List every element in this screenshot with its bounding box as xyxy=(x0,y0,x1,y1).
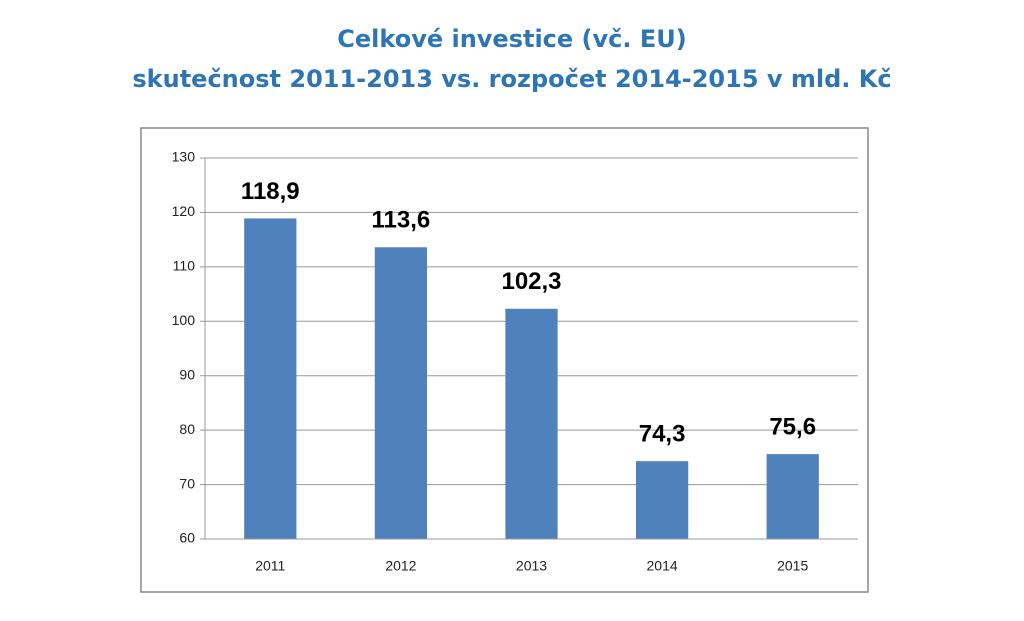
chart-title: Celkové investice (vč. EU) xyxy=(337,25,686,53)
y-tick-label: 120 xyxy=(172,203,196,219)
value-label: 102,3 xyxy=(501,268,561,295)
bar xyxy=(635,461,689,539)
value-label: 75,6 xyxy=(769,413,816,440)
x-tick-label: 2013 xyxy=(516,558,547,574)
x-tick-label: 2012 xyxy=(385,558,416,574)
y-tick-label: 130 xyxy=(172,149,196,165)
bar xyxy=(244,218,297,539)
bar xyxy=(766,454,819,539)
chart-subtitle: skutečnost 2011-2013 vs. rozpočet 2014-2… xyxy=(132,65,891,93)
value-label: 74,3 xyxy=(639,421,686,448)
y-tick-label: 110 xyxy=(173,258,196,274)
value-label: 113,6 xyxy=(372,207,431,234)
y-tick-label: 60 xyxy=(179,530,195,546)
y-tick-label: 80 xyxy=(179,421,195,437)
x-tick-label: 2014 xyxy=(647,558,678,574)
y-tick-label: 100 xyxy=(172,312,196,328)
value-label: 118,9 xyxy=(241,178,300,205)
x-tick-label: 2011 xyxy=(255,558,285,574)
x-tick-label: 2015 xyxy=(777,558,808,574)
bar xyxy=(374,247,428,539)
y-tick-label: 90 xyxy=(179,366,195,382)
chart-frame xyxy=(140,127,869,593)
bar xyxy=(505,308,558,539)
y-tick-label: 70 xyxy=(179,475,195,491)
